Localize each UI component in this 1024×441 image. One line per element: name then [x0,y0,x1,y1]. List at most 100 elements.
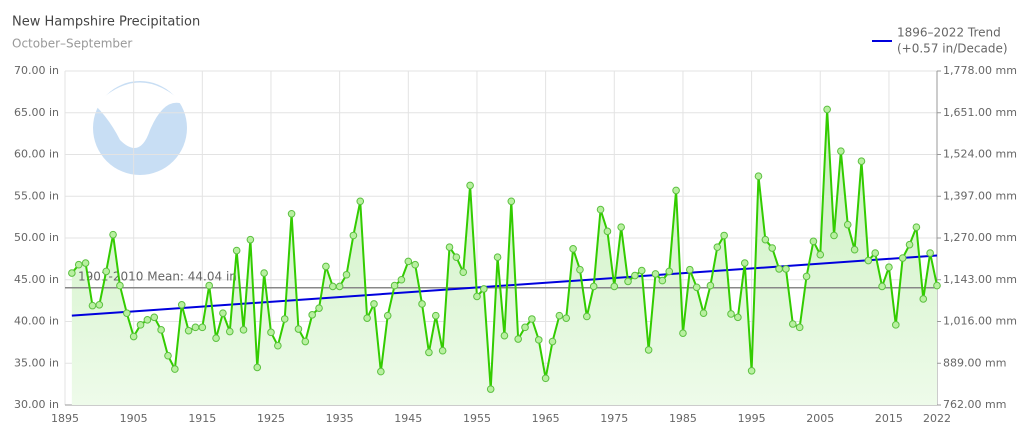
marker [287,209,296,218]
marker [349,231,358,240]
marker [672,186,680,195]
legend-note: (+0.57 in/Decade) [897,42,1008,56]
marker [919,295,928,303]
x-tick-label: 1955 [463,412,491,425]
marker [404,257,413,266]
marker [830,231,838,240]
marker [377,367,385,376]
y2-tick-label: 1,524.00 mm [943,148,1017,161]
x-tick-label: 1915 [188,412,216,425]
marker [459,268,468,277]
marker [88,301,97,310]
marker [116,281,124,290]
marker [383,311,392,320]
marker [644,346,653,354]
marker [583,312,591,321]
marker [356,197,365,206]
marker [370,300,378,308]
marker [122,309,131,317]
y2-tick-label: 1,270.00 mm [943,231,1017,244]
marker [301,337,310,346]
x-tick-label: 1985 [669,412,697,425]
marker [624,277,632,286]
marker [857,157,866,165]
marker [905,240,914,249]
marker [177,301,186,309]
marker [521,323,529,332]
marker [328,282,337,291]
logo [93,81,187,175]
y2-tick-label: 1,016.00 mm [943,315,1017,328]
marker [335,282,344,291]
marker [802,272,811,281]
marker [850,245,859,254]
marker [81,259,90,267]
y-tick-label: 30.00 in [14,398,59,411]
y-tick-label: 45.00 in [14,273,59,286]
marker [706,281,715,290]
marker [74,260,83,269]
y-tick-label: 55.00 in [14,189,59,202]
marker [686,265,694,274]
x-tick-label: 2015 [875,412,903,425]
y2-tick-label: 1,397.00 mm [943,189,1017,202]
marker [205,281,213,290]
marker [878,282,886,291]
marker [534,336,543,344]
marker [452,253,461,262]
marker [720,231,728,240]
marker [157,326,165,334]
x-tick-label: 1935 [326,412,354,425]
marker [692,283,701,292]
y-tick-label: 60.00 in [14,148,59,161]
marker [143,316,152,324]
marker [260,269,268,277]
marker [637,266,646,275]
marker [617,223,625,231]
x-tick-label: 1995 [738,412,766,425]
marker [734,313,742,322]
marker [486,385,495,393]
legend-label: 1896–2022 Trend [897,26,1001,40]
marker [789,320,797,328]
marker [596,205,605,214]
marker [610,282,619,291]
marker [431,311,440,320]
y-tick-label: 50.00 in [14,231,59,244]
marker [274,341,282,350]
marker [232,246,241,255]
marker [548,337,557,346]
marker [933,281,941,290]
marker [425,348,433,357]
x-tick-label: 1895 [51,412,79,425]
y-tick-label: 40.00 in [14,315,59,328]
marker [418,300,426,308]
y2-tick-label: 1,651.00 mm [943,106,1017,119]
marker [576,265,584,274]
marker [390,281,399,290]
marker [892,321,900,329]
marker [342,270,351,279]
marker [308,311,316,319]
y-tick-label: 65.00 in [14,106,59,119]
marker [871,249,880,257]
x-tick-label: 1905 [120,412,148,425]
marker [603,227,612,236]
marker [466,181,474,190]
marker [843,220,852,229]
marker [411,260,419,269]
marker [507,197,516,206]
marker [267,328,275,337]
marker [885,263,893,272]
chart-title: New Hampshire Precipitation [12,15,200,30]
y2-tick-label: 1,143.00 mm [943,273,1017,286]
marker [864,256,873,265]
marker [191,323,200,332]
marker [184,326,193,335]
marker [480,285,488,293]
marker [239,326,248,334]
marker [699,309,708,317]
marker [631,271,639,280]
marker [555,311,564,320]
